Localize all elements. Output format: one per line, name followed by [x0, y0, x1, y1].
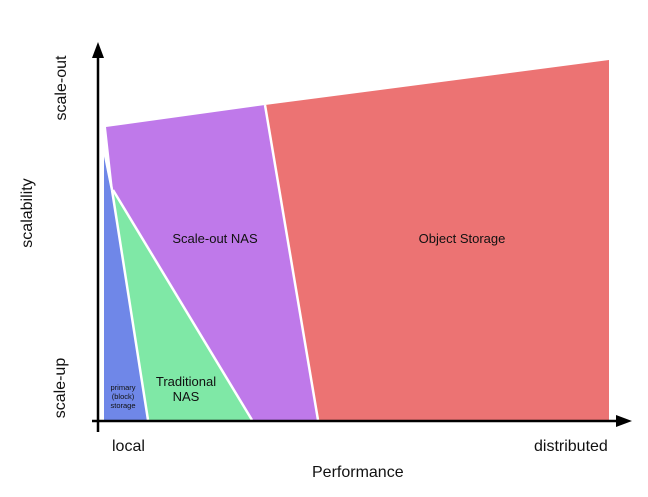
scale-out-nas-label: Scale-out NAS	[172, 231, 258, 246]
traditional-nas-label-line-2: NAS	[172, 389, 200, 404]
region-separators	[102, 104, 320, 421]
primary-block-storage-label: primary (block) storage	[104, 383, 142, 410]
x-axis-title: Performance	[312, 464, 404, 481]
primary-label-line-1: primary	[110, 383, 136, 392]
x-axis-low-label: local	[112, 438, 145, 455]
object-storage-label: Object Storage	[418, 231, 506, 246]
y-axis-high-label: scale-out	[53, 55, 70, 121]
y-axis-title: scalability	[19, 178, 36, 248]
primary-label-line-2: (block)	[111, 392, 135, 401]
x-axis-arrowhead	[616, 415, 632, 427]
traditional-nas-label-line-1: Traditional	[155, 374, 217, 389]
object-storage-region	[265, 60, 609, 420]
y-axis-arrowhead	[92, 42, 104, 58]
y-axis-low-label: scale-up	[52, 357, 69, 419]
primary-label-line-3: storage	[110, 401, 136, 410]
traditional-nas-label: Traditional NAS	[146, 374, 226, 404]
x-axis-high-label: distributed	[534, 438, 608, 455]
scale-out-nas-region	[106, 105, 318, 420]
